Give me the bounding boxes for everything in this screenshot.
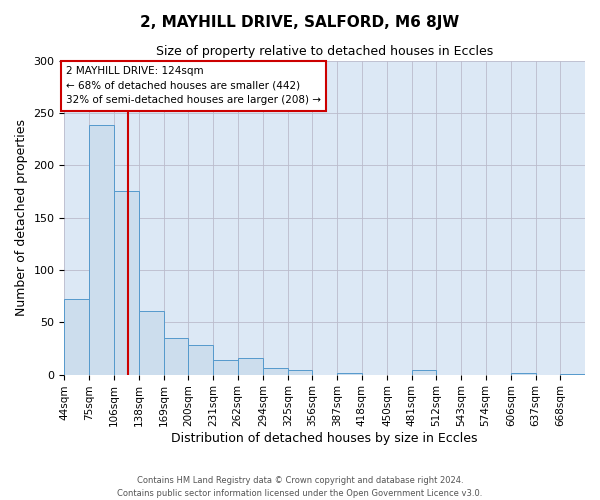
Bar xyxy=(64,299,89,374)
Bar xyxy=(113,192,139,374)
Bar xyxy=(188,346,213,374)
Bar xyxy=(139,310,164,374)
Text: Contains HM Land Registry data © Crown copyright and database right 2024.
Contai: Contains HM Land Registry data © Crown c… xyxy=(118,476,482,498)
X-axis label: Distribution of detached houses by size in Eccles: Distribution of detached houses by size … xyxy=(172,432,478,445)
Title: Size of property relative to detached houses in Eccles: Size of property relative to detached ho… xyxy=(156,45,493,58)
Text: 2 MAYHILL DRIVE: 124sqm
← 68% of detached houses are smaller (442)
32% of semi-d: 2 MAYHILL DRIVE: 124sqm ← 68% of detache… xyxy=(66,66,321,106)
Bar xyxy=(337,372,362,374)
Bar xyxy=(412,370,436,374)
Text: 2, MAYHILL DRIVE, SALFORD, M6 8JW: 2, MAYHILL DRIVE, SALFORD, M6 8JW xyxy=(140,15,460,30)
Bar xyxy=(213,360,238,374)
Bar xyxy=(511,372,536,374)
Bar xyxy=(164,338,188,374)
Bar xyxy=(238,358,263,374)
Bar xyxy=(263,368,288,374)
Bar xyxy=(89,126,113,374)
Bar xyxy=(288,370,313,374)
Y-axis label: Number of detached properties: Number of detached properties xyxy=(15,119,28,316)
